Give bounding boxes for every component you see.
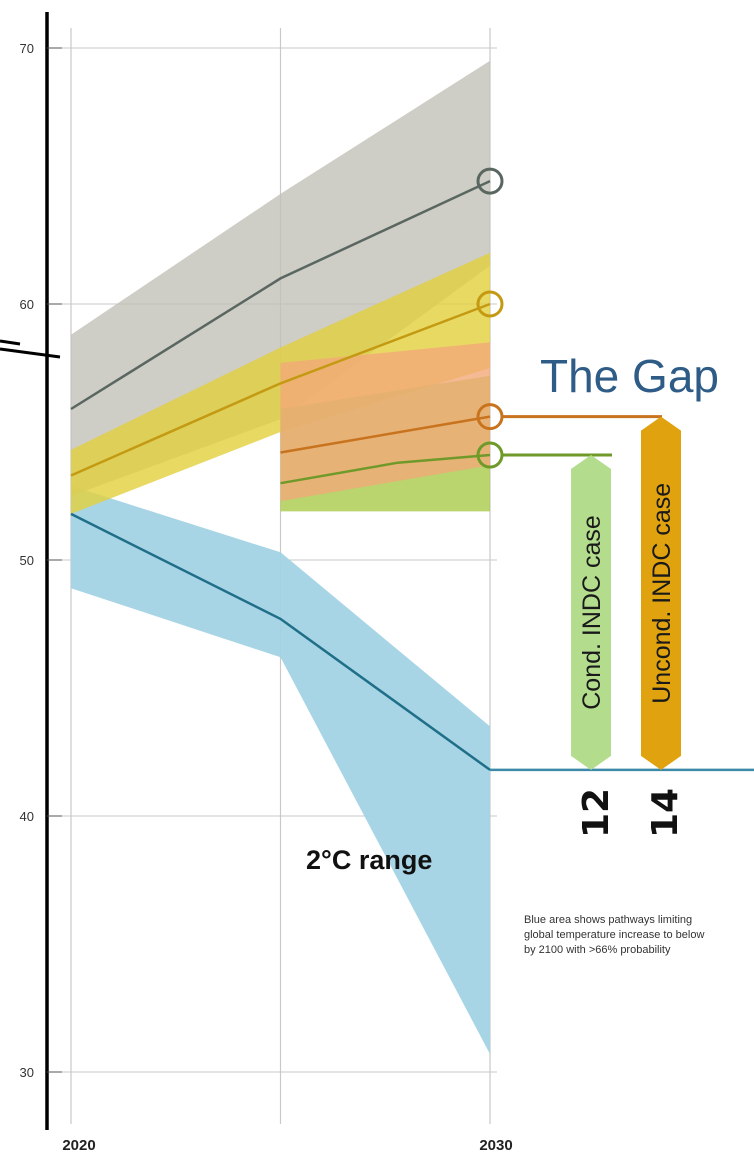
y-tick-label: 30 — [20, 1065, 34, 1080]
baseline-line — [70, 179, 491, 411]
note-line: by 2100 with >66% probability — [524, 944, 671, 956]
conditional-case-label: Cond. INDC case — [578, 515, 606, 710]
y-tick-label: 70 — [20, 41, 34, 56]
two-degree-range-label: 2°C range — [306, 845, 432, 875]
y-tick-label: 40 — [20, 809, 34, 824]
conditional-gap-arrow — [571, 455, 611, 770]
x-tick-label: 2030 — [479, 1137, 512, 1154]
y-tick-label: 50 — [20, 553, 34, 568]
gap-title: The Gap — [540, 350, 719, 402]
unconditional-case-label: Uncond. INDC case — [648, 483, 676, 704]
current-policy-line — [70, 302, 491, 477]
unconditional-gap-arrow — [641, 416, 681, 770]
gap-layer — [490, 415, 754, 772]
conditional-line — [280, 453, 491, 485]
unconditional-line — [280, 415, 491, 454]
two-degree-band — [71, 485, 490, 1055]
current-policy-end-marker — [476, 290, 504, 318]
x-tick-label: 2020 — [62, 1137, 95, 1154]
y-tick-label: 60 — [20, 297, 34, 312]
axis-layer: 30 40 50 60 70 2020 2030 — [0, 12, 513, 1154]
baseline-end-marker — [476, 167, 504, 195]
unconditional-band — [280, 342, 490, 502]
axis-break-mark — [0, 347, 61, 359]
conditional-gap-value: 12 — [576, 788, 617, 838]
axis-break-mark — [0, 339, 21, 346]
text-layer: Cond. INDC case Uncond. INDC case 12 14 The … — [306, 350, 719, 956]
unconditional-gap-value: 14 — [645, 788, 686, 838]
note-line: global temperature increase to below — [524, 929, 704, 941]
note-line: Blue area shows pathways limiting — [524, 914, 692, 926]
two-degree-line — [70, 512, 491, 771]
